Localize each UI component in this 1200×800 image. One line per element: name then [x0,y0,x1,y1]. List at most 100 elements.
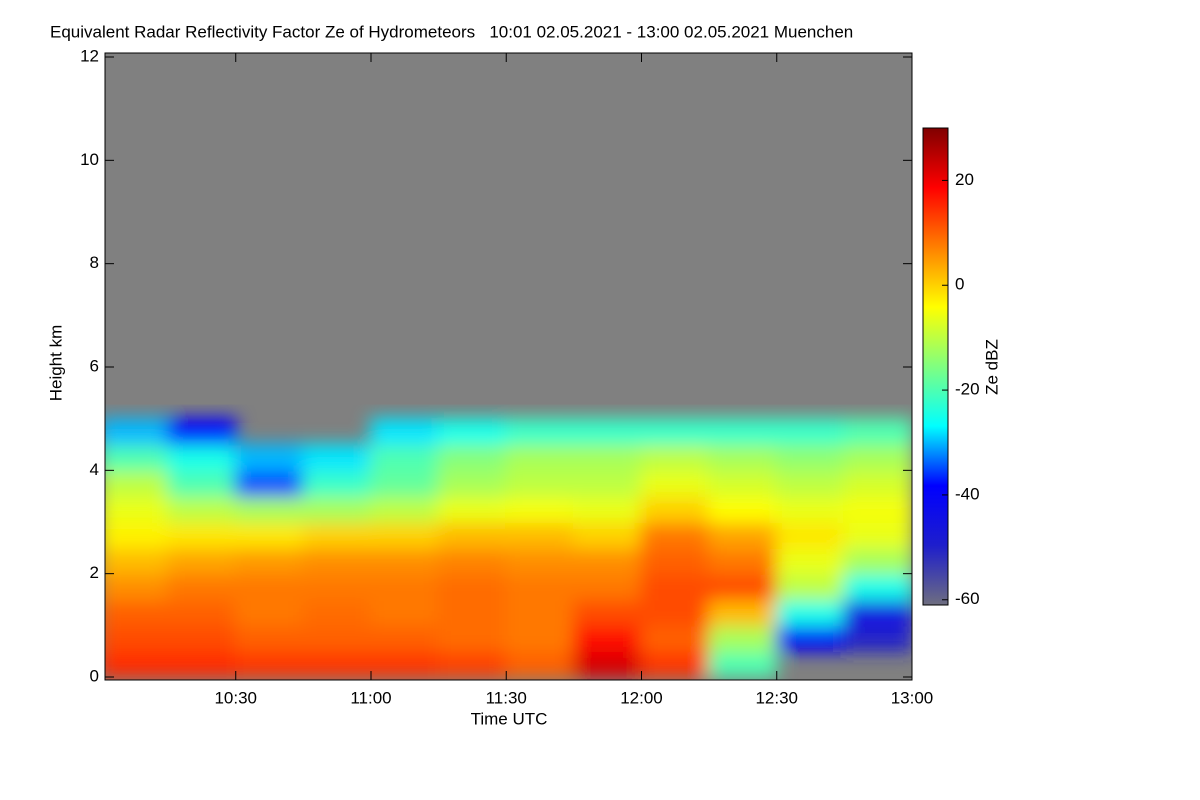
cell [775,598,846,627]
cell [302,521,372,549]
cell [167,521,237,549]
cell [302,469,372,498]
cell [234,443,305,472]
cell [708,417,778,446]
cell [302,650,372,678]
cell [775,624,846,653]
cell [505,469,575,498]
cell [167,495,237,523]
cell [167,417,237,446]
cell [775,495,846,523]
cell [105,495,170,523]
cell [505,495,575,523]
cell [572,650,643,678]
cell [437,443,508,472]
cell [437,598,508,627]
y-tick-label: 0 [90,666,99,685]
cell [843,495,912,523]
cell [369,624,440,653]
cell [775,572,846,601]
x-tick-label: 12:30 [755,688,798,707]
cell [843,546,912,575]
x-tick-label: 11:00 [350,688,391,707]
cell [167,469,237,498]
colorbar-tick-label: -40 [955,484,980,503]
cell [843,443,912,472]
cell [708,650,778,678]
y-tick-label: 6 [90,356,99,375]
cell [572,546,643,575]
cell [234,650,305,678]
cell [105,598,170,627]
cell [369,443,440,472]
cell [572,469,643,498]
cell [167,624,237,653]
cell [775,469,846,498]
cell [505,443,575,472]
cell [369,417,440,446]
cell [105,650,170,678]
cell [369,650,440,678]
cell [302,624,372,653]
cell [640,495,711,523]
cell [572,495,643,523]
cell [708,469,778,498]
cell [437,572,508,601]
cell [234,495,305,523]
cell [505,650,575,678]
cell [437,546,508,575]
cell [708,521,778,549]
cell [843,572,912,601]
cell [105,624,170,653]
cell [843,624,912,653]
x-tick-label: 12:00 [620,688,663,707]
cell [640,417,711,446]
field [105,417,912,678]
y-tick-label: 4 [90,460,99,479]
cell [302,572,372,601]
cell [708,624,778,653]
cell [369,572,440,601]
x-tick-label: 11:30 [486,688,527,707]
cell [167,598,237,627]
colorbar [922,127,949,606]
cell [505,417,575,446]
colorbar-tick-label: 20 [955,170,974,189]
cell [369,495,440,523]
cell [369,546,440,575]
cell [167,546,237,575]
cell [105,572,170,601]
cell [708,443,778,472]
cell [505,598,575,627]
cell [775,417,846,446]
cell [369,469,440,498]
cell [505,624,575,653]
y-tick-label: 12 [80,46,99,65]
cell [775,546,846,575]
cell [437,417,508,446]
cell [572,417,643,446]
cell [105,469,170,498]
cell [775,521,846,549]
cell [234,572,305,601]
y-axis-label: Height km [46,325,65,402]
cell [437,624,508,653]
cell [640,598,711,627]
cell [437,650,508,678]
cell [234,521,305,549]
colorbar-tick-label: -60 [955,589,980,608]
x-tick-label: 10:30 [214,688,257,707]
cell [640,469,711,498]
x-axis-label: Time UTC [471,709,548,728]
chart-title: Equivalent Radar Reflectivity Factor Ze … [50,22,853,41]
cell [775,443,846,472]
y-tick-label: 2 [90,563,99,582]
cell [708,572,778,601]
cell [369,521,440,549]
cell [640,443,711,472]
cell [843,417,912,446]
cell [640,521,711,549]
cell [234,598,305,627]
cell [572,598,643,627]
